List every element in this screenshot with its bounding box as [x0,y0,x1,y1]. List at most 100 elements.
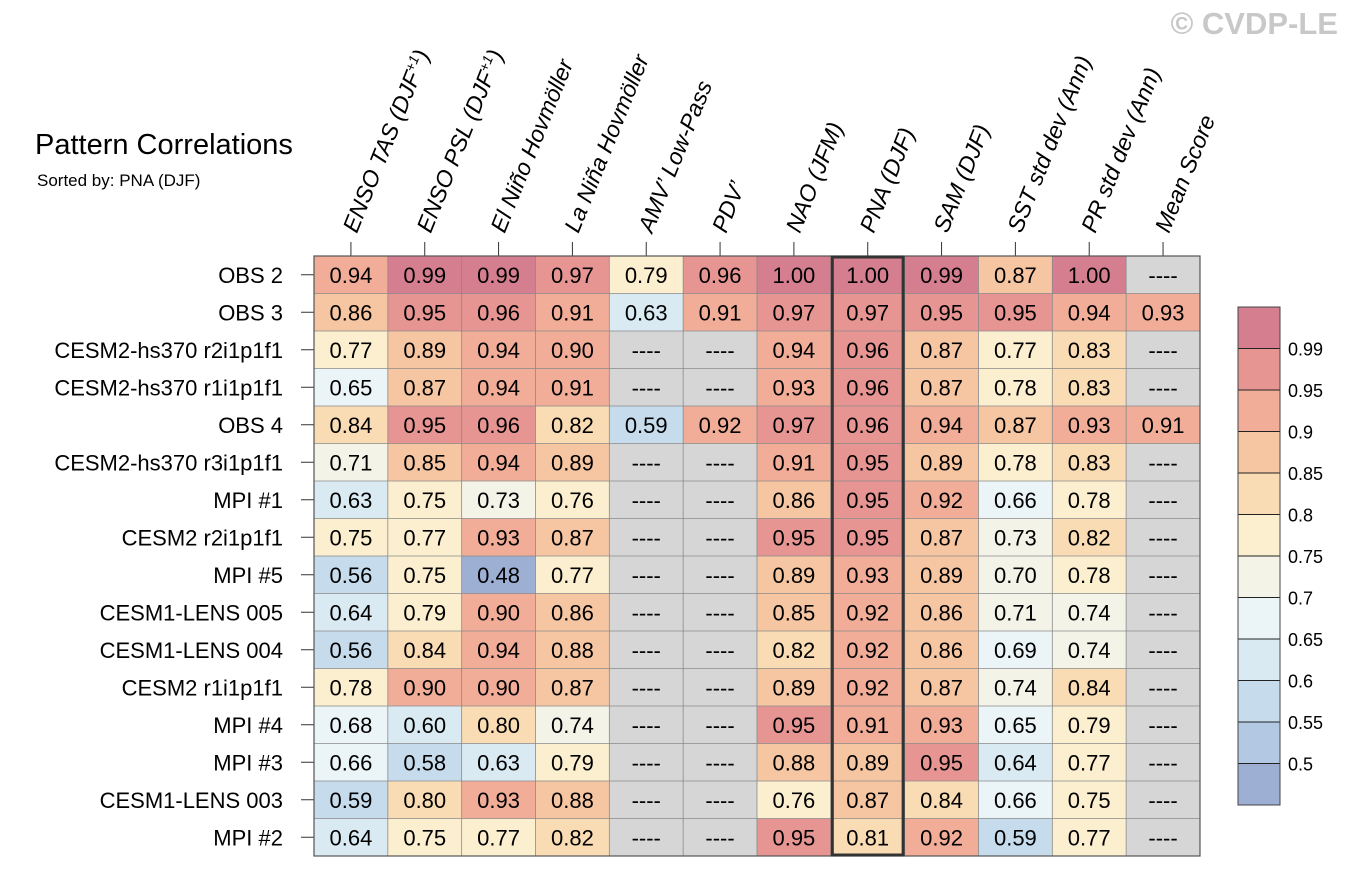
heatmap-cell [683,518,758,557]
cell-value-label: 0.87 [994,413,1037,438]
heatmap-cell [535,631,610,669]
cell-value-label: ---- [1148,375,1177,400]
heatmap-cell [535,331,610,369]
heatmap-cell [904,706,979,744]
row-label: CESM2-hs370 r3i1p1f1 [54,450,283,475]
cell-value-label: 0.82 [551,825,594,850]
row-label: MPI #5 [213,563,283,588]
heatmap-cell [904,368,979,407]
cell-value-label: 0.94 [772,338,815,363]
heatmap-cell [978,256,1053,294]
heatmap-cell [535,518,610,557]
heatmap-cell [461,593,536,632]
cell-value-label: ---- [1148,750,1177,775]
cell-value-label: ---- [705,713,734,738]
cell-value-label: ---- [705,525,734,550]
heatmap-cell [1052,256,1127,294]
heatmap-cell [1126,781,1201,819]
cell-value-label: 1.00 [772,263,815,288]
cell-value-label: 0.87 [994,263,1037,288]
cell-value-label: 0.64 [994,750,1037,775]
heatmap-cell [904,518,979,557]
heatmap-cell [609,293,684,332]
cell-value-label: 0.75 [403,488,446,513]
heatmap-cell [461,331,536,369]
heatmap-cell [683,818,758,857]
cell-value-label: ---- [1148,338,1177,363]
cell-value-label: 0.82 [551,413,594,438]
heatmap-cell [1052,556,1127,594]
cell-value-label: ---- [632,713,661,738]
cell-value-label: 0.86 [330,300,373,325]
colorbar-tick-label: 0.75 [1288,547,1323,567]
cell-value-label: ---- [1148,788,1177,813]
heatmap-cell [683,293,758,332]
cell-value-label: 0.91 [551,300,594,325]
cell-value-label: 0.94 [477,375,520,400]
cell-value-label: 0.94 [477,450,520,475]
colorbar-segment [1238,763,1280,806]
cell-value-label: 0.75 [330,525,373,550]
heatmap-cell [904,481,979,519]
cell-value-label: 0.97 [846,300,889,325]
cell-value-label: 0.88 [772,750,815,775]
cell-value-label: 0.90 [551,338,594,363]
colorbar-tick-label: 0.9 [1288,423,1313,443]
cell-value-label: 0.79 [551,750,594,775]
column-label: PDV’ [707,177,751,236]
cell-value-label: ---- [632,638,661,663]
cell-value-label: 0.77 [330,338,373,363]
heatmap-cell [1126,293,1201,332]
heatmap-cell [1052,593,1127,632]
heatmap-cell [461,781,536,819]
heatmap-cell [978,743,1053,782]
chart-title: Pattern Correlations [35,129,293,161]
cell-value-label: 0.71 [330,450,373,475]
colorbar: 0.5 0.55 0.6 0.65 0.7 0.75 0.8 0.85 0.9 0.95 0.99 [1237,306,1323,806]
heatmap-cell [314,556,389,594]
heatmap-cell [756,556,832,594]
heatmap-cell [756,743,832,782]
cell-value-label: 0.48 [477,563,520,588]
heatmap-cell [461,631,536,669]
heatmap-cell [1052,481,1127,519]
cell-value-label: 0.94 [477,638,520,663]
heatmap-cell [387,593,463,632]
cell-value-label: 0.93 [920,713,963,738]
row-label: OBS 3 [218,300,283,325]
cell-value-label: 0.81 [846,825,889,850]
colorbar-segment [1238,348,1280,391]
cell-value-label: ---- [1148,450,1177,475]
heatmap-cell [387,556,463,594]
heatmap-cell [609,443,684,482]
heatmap-cell [535,743,610,782]
heatmap-cell [978,668,1053,707]
heatmap-cell [1052,706,1127,744]
heatmap-cell [535,781,610,819]
heatmap-cell [387,743,463,782]
cell-value-label: 0.91 [1142,413,1185,438]
heatmap-cell [387,331,463,369]
cell-value-label: 0.94 [1068,300,1111,325]
heatmap-cell [535,481,610,519]
cell-value-label: 0.75 [403,563,446,588]
heatmap-cell [314,406,389,444]
heatmap-cell [756,406,832,444]
heatmap-cell [461,743,536,782]
heatmap-cell [830,331,906,369]
cell-value-label: 0.94 [477,338,520,363]
colorbar-tick-label: 0.8 [1288,506,1313,526]
cell-value-label: 0.65 [994,713,1037,738]
heatmap-grid [314,256,1200,856]
cell-value-label: 0.63 [330,488,373,513]
cell-value-label: 0.79 [403,600,446,625]
cell-value-label: 0.96 [846,413,889,438]
cell-value-label: ---- [1148,675,1177,700]
heatmap-cell [1126,631,1201,669]
heatmap-cell [461,481,536,519]
cell-value-label: ---- [705,638,734,663]
colorbar-segment [1238,639,1280,681]
heatmap-cell [535,668,610,707]
cell-value-label: 0.87 [403,375,446,400]
heatmap-cell [387,631,463,669]
